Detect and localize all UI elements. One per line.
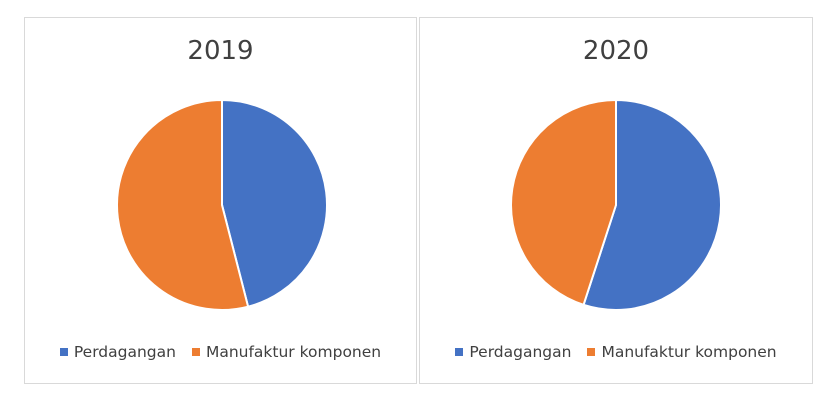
pie-slice-manufaktur-komponen	[116, 99, 250, 311]
chart-title: 2019	[187, 36, 254, 66]
legend-swatch	[455, 348, 464, 356]
chart-panel-2019: 2019 Perdagangan Manufaktur komponen	[24, 17, 417, 384]
pie-slice-manufaktur-komponen	[510, 99, 617, 306]
legend-swatch	[59, 348, 68, 356]
legend-item-perdagangan: Perdagangan	[59, 343, 176, 361]
legend-label: Perdagangan	[469, 343, 572, 361]
legend: Perdagangan Manufaktur komponen	[420, 343, 812, 361]
pie-chart-2020	[510, 99, 722, 311]
legend-item-manufaktur-komponen: Manufaktur komponen	[191, 343, 382, 361]
chart-panel-2020: 2020 Perdagangan Manufaktur komponen	[419, 17, 813, 384]
pie-slice-perdagangan	[221, 99, 328, 308]
legend-label: Manufaktur komponen	[601, 343, 777, 361]
chart-title: 2020	[582, 36, 650, 66]
legend-label: Perdagangan	[73, 343, 176, 361]
legend-item-perdagangan: Perdagangan	[455, 343, 571, 361]
legend-item-manufaktur-komponen: Manufaktur komponen	[587, 343, 777, 361]
legend-swatch	[587, 348, 596, 356]
legend: Perdagangan Manufaktur komponen	[25, 343, 416, 361]
legend-swatch	[191, 348, 200, 356]
pie-chart-2019	[116, 99, 328, 311]
legend-label: Manufaktur komponen	[205, 343, 382, 361]
pie-slice-perdagangan	[582, 99, 722, 311]
